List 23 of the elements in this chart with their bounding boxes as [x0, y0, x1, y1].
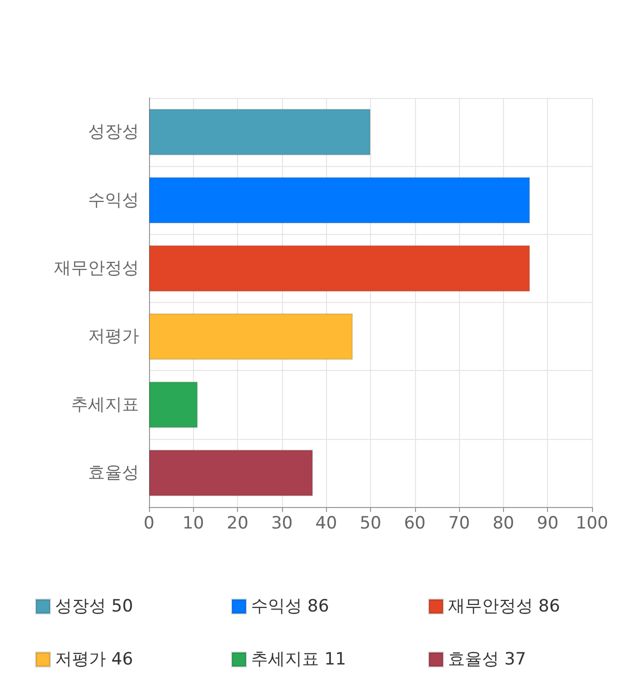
y-tick-label: 성장성	[88, 122, 139, 142]
x-tick-label: 50	[360, 514, 382, 534]
x-tick-label: 30	[271, 514, 293, 534]
x-tick-label: 0	[144, 514, 154, 534]
legend-label: 저평가 46	[55, 650, 134, 670]
legend-label: 재무안정성 86	[448, 596, 560, 616]
x-tick-label: 10	[182, 514, 204, 534]
x-tick-label: 90	[536, 514, 559, 534]
x-tick-label: 80	[492, 514, 514, 534]
y-tick-label: 효율성	[88, 462, 139, 483]
y-tick-label: 저평가	[88, 326, 139, 347]
legend-label: 성장성 50	[55, 596, 134, 616]
x-tick-label: 60	[404, 514, 426, 534]
legend-label: 추세지표 11	[251, 650, 346, 670]
y-tick-label: 추세지표	[71, 394, 139, 415]
y-tick-label: 재무안정성	[54, 258, 139, 278]
x-tick-label: 20	[226, 514, 248, 534]
x-tick-label: 100	[576, 514, 608, 534]
legend-label: 수익성 86	[251, 596, 330, 616]
y-tick-label: 수익성	[88, 190, 139, 210]
x-tick-label: 70	[448, 514, 470, 534]
x-tick-label: 40	[315, 514, 338, 534]
legend-label: 효율성 37	[448, 650, 526, 670]
